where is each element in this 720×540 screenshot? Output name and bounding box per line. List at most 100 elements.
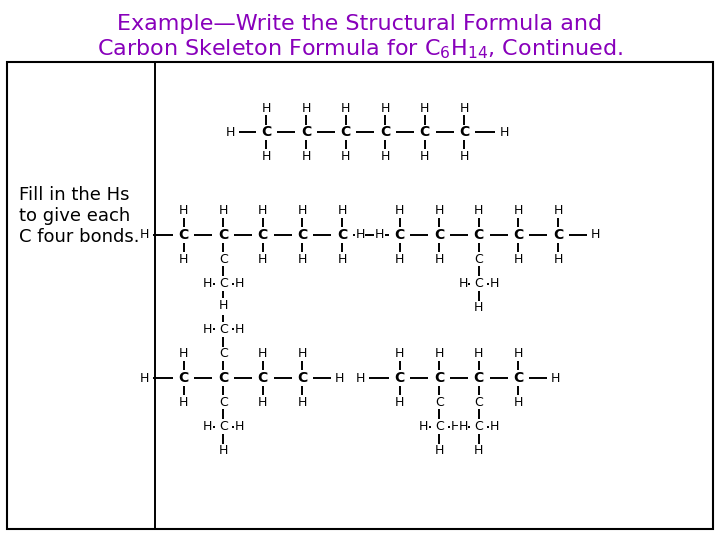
Text: C: C xyxy=(513,371,523,385)
Text: C: C xyxy=(395,371,405,385)
Text: H: H xyxy=(380,102,390,114)
Text: Example—Write the Structural Formula and: Example—Write the Structural Formula and xyxy=(117,14,603,35)
Text: C: C xyxy=(219,253,228,266)
Text: H: H xyxy=(395,347,405,360)
Text: H: H xyxy=(418,420,428,433)
Text: H: H xyxy=(420,102,430,114)
Text: C: C xyxy=(474,396,483,409)
Text: H: H xyxy=(179,253,189,266)
Text: H: H xyxy=(474,204,484,217)
Text: C: C xyxy=(337,228,347,242)
Text: C: C xyxy=(258,228,268,242)
Text: H: H xyxy=(218,204,228,217)
Text: H: H xyxy=(395,396,405,409)
Text: H: H xyxy=(420,150,430,163)
Text: H: H xyxy=(474,301,484,314)
Text: H: H xyxy=(434,204,444,217)
Text: H: H xyxy=(474,444,484,457)
Text: H: H xyxy=(225,126,235,139)
Text: H: H xyxy=(459,102,469,114)
Text: H: H xyxy=(513,396,523,409)
Text: Fill in the Hs
to give each
C four bonds.: Fill in the Hs to give each C four bonds… xyxy=(19,186,140,246)
Text: H: H xyxy=(374,228,384,241)
Text: C: C xyxy=(459,125,469,139)
Text: H: H xyxy=(297,396,307,409)
Text: H: H xyxy=(261,150,271,163)
Text: H: H xyxy=(261,102,271,114)
Text: H: H xyxy=(234,277,244,290)
Text: H: H xyxy=(297,347,307,360)
Text: H: H xyxy=(139,372,149,384)
Text: C: C xyxy=(218,371,228,385)
Text: H: H xyxy=(499,126,509,139)
Text: C: C xyxy=(179,371,189,385)
Text: H: H xyxy=(335,372,345,384)
Text: C: C xyxy=(420,125,430,139)
Text: H: H xyxy=(458,420,468,433)
Text: H: H xyxy=(337,253,347,266)
Text: C: C xyxy=(474,371,484,385)
Text: H: H xyxy=(355,372,365,384)
Text: H: H xyxy=(258,204,268,217)
Text: H: H xyxy=(202,323,212,336)
Text: C: C xyxy=(219,420,228,433)
Text: C: C xyxy=(219,396,228,409)
Text: C: C xyxy=(261,125,271,139)
Text: C: C xyxy=(435,396,444,409)
Text: C: C xyxy=(513,228,523,242)
Text: C: C xyxy=(474,277,483,290)
Text: H: H xyxy=(258,396,268,409)
Text: H: H xyxy=(513,253,523,266)
Text: C: C xyxy=(258,371,268,385)
Text: H: H xyxy=(234,323,244,336)
Text: H: H xyxy=(301,150,311,163)
Text: C: C xyxy=(219,277,228,290)
Text: H: H xyxy=(301,102,311,114)
Text: C: C xyxy=(179,228,189,242)
Text: H: H xyxy=(337,204,347,217)
Bar xyxy=(7,62,713,529)
Text: H: H xyxy=(341,102,351,114)
Text: C: C xyxy=(380,125,390,139)
Text: C: C xyxy=(435,420,444,433)
Text: H: H xyxy=(513,347,523,360)
Text: C: C xyxy=(218,228,228,242)
Text: H: H xyxy=(513,204,523,217)
Text: H: H xyxy=(434,253,444,266)
Text: H: H xyxy=(459,150,469,163)
Text: H: H xyxy=(179,347,189,360)
Text: H: H xyxy=(590,228,600,241)
Text: H: H xyxy=(202,277,212,290)
Text: H: H xyxy=(202,420,212,433)
Text: H: H xyxy=(218,299,228,312)
Text: C: C xyxy=(341,125,351,139)
Text: C: C xyxy=(219,347,228,360)
Text: H: H xyxy=(179,396,189,409)
Text: C: C xyxy=(434,371,444,385)
Text: H: H xyxy=(553,253,563,266)
Text: H: H xyxy=(434,347,444,360)
Text: C: C xyxy=(395,228,405,242)
Text: H: H xyxy=(490,277,500,290)
Text: C: C xyxy=(474,420,483,433)
Text: H: H xyxy=(258,253,268,266)
Text: C: C xyxy=(474,228,484,242)
Text: C: C xyxy=(434,228,444,242)
Text: C: C xyxy=(297,228,307,242)
Text: H: H xyxy=(179,204,189,217)
Text: H: H xyxy=(553,204,563,217)
Text: C: C xyxy=(474,253,483,266)
Text: H: H xyxy=(218,301,228,314)
Text: H: H xyxy=(234,420,244,433)
Text: C: C xyxy=(297,371,307,385)
Text: C: C xyxy=(553,228,563,242)
Text: H: H xyxy=(450,420,460,433)
Text: H: H xyxy=(139,228,149,241)
Text: H: H xyxy=(341,150,351,163)
Text: H: H xyxy=(297,253,307,266)
Text: H: H xyxy=(355,228,365,241)
Text: H: H xyxy=(434,444,444,457)
Text: H: H xyxy=(380,150,390,163)
Text: H: H xyxy=(458,277,468,290)
Text: H: H xyxy=(474,347,484,360)
